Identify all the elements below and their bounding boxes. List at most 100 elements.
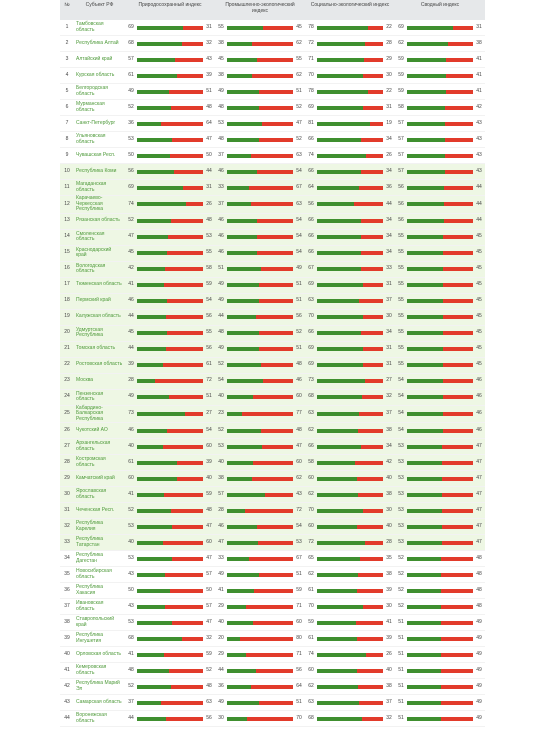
negative-segment (169, 89, 203, 94)
positive-segment (137, 299, 168, 303)
index-bar (317, 411, 383, 416)
index-pair: 46 54 (217, 523, 303, 530)
positive-segment (407, 395, 443, 399)
index-pair: 46 54 (217, 234, 303, 240)
index-cell: 44 56 (125, 309, 215, 326)
index-bar (137, 508, 203, 513)
index-bar (137, 428, 203, 433)
index-bar (227, 620, 293, 625)
index-bar (317, 121, 383, 126)
positive-segment (407, 347, 444, 351)
positive-segment (137, 251, 167, 255)
negative-value: 60 (206, 442, 212, 449)
index-cell: 40 60 (215, 614, 305, 631)
index-bar (227, 636, 293, 641)
positive-value: 50 (128, 151, 134, 158)
negative-segment (163, 444, 203, 449)
negative-segment (443, 283, 473, 287)
negative-segment (445, 89, 473, 94)
negative-segment (441, 492, 473, 497)
index-bar (227, 25, 293, 30)
negative-segment (242, 411, 293, 416)
index-bar (407, 716, 473, 721)
negative-segment (165, 572, 203, 577)
positive-value: 68 (308, 714, 314, 721)
positive-segment (407, 428, 443, 433)
positive-segment (317, 331, 361, 335)
index-bar (407, 363, 473, 367)
index-bar (317, 684, 383, 689)
table-row: 24 Пензенская область 49 51 40 60 68 32 54 46 (60, 389, 485, 406)
negative-segment (440, 684, 473, 689)
index-cell: 72 28 (305, 35, 395, 52)
positive-segment (227, 315, 257, 319)
index-bar (407, 620, 473, 625)
positive-segment (137, 57, 175, 62)
index-cell: 55 45 (395, 277, 485, 294)
negative-segment (364, 41, 383, 46)
negative-value: 47 (476, 490, 482, 497)
positive-value: 57 (398, 135, 404, 142)
index-cell: 49 51 (215, 277, 305, 294)
index-pair: 45 55 (127, 330, 213, 336)
positive-segment (317, 57, 364, 62)
index-cell: 74 26 (305, 646, 395, 663)
positive-segment (227, 185, 249, 190)
index-cell: 66 34 (305, 131, 395, 148)
positive-value: 53 (398, 522, 404, 529)
positive-segment (317, 444, 361, 449)
index-cell: 52 48 (125, 502, 215, 519)
index-cell: 66 34 (305, 438, 395, 455)
positive-value: 61 (308, 634, 314, 641)
index-pair: 57 43 (397, 152, 483, 159)
index-cell: 30 70 (215, 710, 305, 727)
negative-segment (166, 347, 203, 351)
index-cell: 74 26 (305, 147, 395, 164)
row-number: 20 (60, 325, 74, 342)
table-row: 42 Республика Марий Эл 52 48 36 64 62 38 51 49 (60, 678, 485, 695)
negative-segment (441, 556, 473, 561)
positive-segment (317, 476, 357, 481)
negative-value: 54 (296, 233, 302, 240)
negative-segment (360, 219, 383, 223)
negative-segment (174, 57, 203, 62)
negative-value: 45 (476, 313, 482, 320)
positive-segment (137, 444, 164, 449)
positive-segment (407, 700, 441, 705)
negative-value: 48 (296, 361, 302, 368)
negative-value: 47 (206, 554, 212, 561)
table-row: 39 Республика Ингушетия 68 32 20 80 61 39 51 49 (60, 630, 485, 647)
negative-value: 30 (386, 506, 392, 513)
row-number: 16 (60, 261, 74, 278)
positive-value: 54 (398, 426, 404, 433)
positive-segment (137, 476, 177, 481)
index-cell: 55 45 (395, 341, 485, 358)
row-number: 34 (60, 550, 74, 567)
index-bar (137, 604, 203, 609)
positive-segment (317, 185, 360, 190)
negative-segment (181, 636, 203, 641)
positive-segment (317, 684, 358, 689)
negative-value: 41 (476, 87, 482, 94)
row-number: 38 (60, 614, 74, 631)
positive-value: 55 (398, 233, 404, 240)
positive-segment (227, 105, 259, 110)
negative-value: 32 (206, 39, 212, 46)
positive-value: 40 (218, 393, 224, 400)
index-pair: 66 34 (307, 234, 393, 240)
index-pair: 52 48 (397, 603, 483, 610)
positive-segment (407, 588, 442, 593)
region-name: Тюменская область (74, 277, 125, 294)
column-header: Социально-экологический индекс (305, 0, 395, 20)
row-number: 33 (60, 534, 74, 551)
positive-segment (227, 540, 259, 545)
index-cell: 64 36 (305, 179, 395, 196)
positive-segment (317, 267, 362, 271)
positive-value: 41 (218, 586, 224, 593)
index-pair: 70 30 (307, 603, 393, 610)
negative-segment (160, 121, 203, 126)
negative-segment (361, 267, 383, 271)
negative-segment (356, 476, 383, 481)
positive-segment (317, 202, 354, 207)
negative-segment (358, 411, 383, 416)
